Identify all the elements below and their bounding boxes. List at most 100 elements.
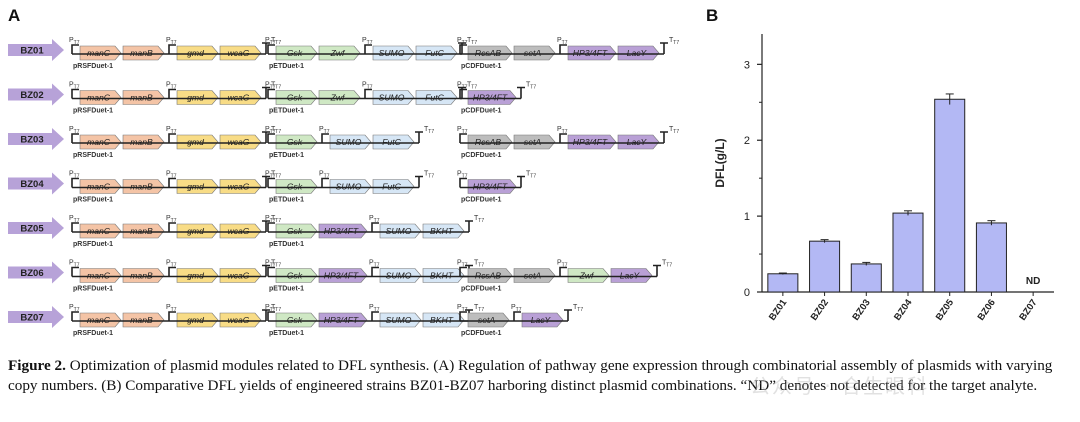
plasmid-construct: PT7 HP3/4FT TT7 pCDFDuet-1 xyxy=(457,82,536,115)
promoter-label: PT7 xyxy=(369,215,380,224)
gene-label: wcaG xyxy=(228,182,250,192)
plasmid-backbone-label: pETDuet-1 xyxy=(269,152,304,159)
promoter-label: PT7 xyxy=(265,215,276,224)
gene-arrow xyxy=(415,90,458,105)
bar-series: ND xyxy=(767,93,1040,293)
gene-arrow xyxy=(415,45,458,61)
plasmid-construct: PT7 manC manB PT7 gmd wcaG TT7 pRSFDuet-1 xyxy=(69,304,281,337)
gene-arrow xyxy=(422,268,465,283)
terminator-label: TT7 xyxy=(271,260,281,269)
plasmid-construct: PT7 setA PT7 LacY TT7 pCDFDuet-1 xyxy=(457,304,583,337)
promoter-label: PT7 xyxy=(166,171,177,180)
promoter-subscript: T7 xyxy=(74,263,80,269)
gene-arrow xyxy=(79,268,122,283)
gene-label: Gsk xyxy=(287,226,303,236)
promoter-subscript: T7 xyxy=(74,85,80,91)
gene-label: HP3/4FT xyxy=(473,93,508,103)
gene-arrow xyxy=(567,268,610,283)
promoter-subscript: T7 xyxy=(171,85,177,91)
promoter-subscript: T7 xyxy=(462,129,468,135)
gene-arrow xyxy=(372,90,415,105)
terminator-subscript: T7 xyxy=(275,307,281,313)
strain-arrow xyxy=(8,306,64,328)
terminator-glyph xyxy=(262,264,270,277)
promoter-label: PT7 xyxy=(166,37,177,46)
plasmid-backbone-label: pETDuet-1 xyxy=(269,197,304,204)
promoter-subscript: T7 xyxy=(74,307,80,313)
plasmid-backbone-label: pCDFDuet-1 xyxy=(461,152,502,159)
promoter-label: PT7 xyxy=(557,126,568,135)
promoter-label: PT7 xyxy=(166,126,177,135)
gene-label: LacY xyxy=(620,271,641,281)
gene-arrow xyxy=(79,45,122,61)
gene-label: manB xyxy=(130,182,153,192)
promoter-subscript: T7 xyxy=(562,40,568,46)
promoter-subscript: T7 xyxy=(270,85,276,91)
gene-arrow xyxy=(318,45,361,61)
plasmid-backbone-label: pETDuet-1 xyxy=(269,286,304,293)
y-axis-label: DFL(g/L) xyxy=(713,138,727,187)
gene-arrow xyxy=(275,90,318,105)
strain-arrow xyxy=(8,217,64,239)
plasmid-backbone-label: pETDuet-1 xyxy=(269,63,304,70)
caption-prefix: Figure 2. xyxy=(8,357,66,374)
gene-label: FutC xyxy=(425,93,444,103)
promoter-glyph xyxy=(71,222,79,232)
gene-label: wcaG xyxy=(228,315,250,325)
gene-label: manB xyxy=(130,48,153,58)
gene-arrow xyxy=(176,268,219,283)
plasmid-construct: PT7 manC manB PT7 gmd wcaG TT7 pRSFDuet-1 xyxy=(69,126,281,159)
gene-arrow xyxy=(219,90,262,105)
promoter-subscript: T7 xyxy=(171,263,177,269)
terminator-subscript: T7 xyxy=(530,85,536,91)
promoter-label: PT7 xyxy=(69,171,80,180)
gene-label: LacY xyxy=(627,137,648,147)
plasmid-backbone-label: pRSFDuet-1 xyxy=(73,241,113,248)
gene-label: manC xyxy=(87,315,111,325)
terminator-label: TT7 xyxy=(573,304,583,313)
strain-label: BZ04 xyxy=(20,179,44,190)
gene-label: Zwf xyxy=(330,93,346,103)
promoter-label: PT7 xyxy=(265,171,276,180)
promoter-label: PT7 xyxy=(166,215,177,224)
terminator-glyph xyxy=(660,131,668,143)
promoter-label: PT7 xyxy=(69,82,80,91)
plasmid-construct: PT7 Gsk HP3/4FT PT7 SUMO BKHT TT7 pETDuet-1 xyxy=(265,260,484,293)
gene-arrow xyxy=(467,45,513,61)
gene-label: gmd xyxy=(187,271,204,281)
promoter-glyph xyxy=(364,88,372,99)
gene-label: SUMO xyxy=(386,271,412,281)
gene-arrow xyxy=(79,312,122,328)
promoter-glyph xyxy=(371,311,379,321)
bar xyxy=(934,98,966,293)
promoter-subscript: T7 xyxy=(367,40,373,46)
gene-arrow xyxy=(567,134,617,150)
strain-label: BZ03 xyxy=(20,135,43,146)
gene-arrow xyxy=(610,268,653,283)
gene-label: gmd xyxy=(187,315,204,325)
gene-arrow xyxy=(467,312,510,328)
gene-label: HP3/4FT xyxy=(324,315,359,325)
bar xyxy=(809,240,841,293)
terminator-glyph xyxy=(415,175,423,188)
plasmid-construct: PT7 Gsk Zwf PT7 SUMO FutC TT7 pETDuet-1 xyxy=(265,82,477,115)
y-tick-label: 2 xyxy=(744,135,750,147)
x-tick-label: BZ04 xyxy=(892,297,915,323)
terminator-subscript: T7 xyxy=(673,129,679,135)
promoter-label: PT7 xyxy=(265,260,276,269)
gene-label: Gsk xyxy=(287,137,303,147)
promoter-label: PT7 xyxy=(265,304,276,313)
plasmid-construct: PT7 RcsAB setA PT7 HP3/4FT LacY TT7 pCDFDuet-1 xyxy=(457,37,679,70)
promoter-subscript: T7 xyxy=(270,218,276,224)
panel-a-label: A xyxy=(8,6,21,25)
terminator-subscript: T7 xyxy=(471,85,477,91)
terminator-label: TT7 xyxy=(467,82,477,91)
terminator-subscript: T7 xyxy=(428,174,434,180)
gene-label: Gsk xyxy=(287,182,303,192)
gene-arrow xyxy=(372,45,415,61)
terminator-glyph xyxy=(262,175,270,188)
